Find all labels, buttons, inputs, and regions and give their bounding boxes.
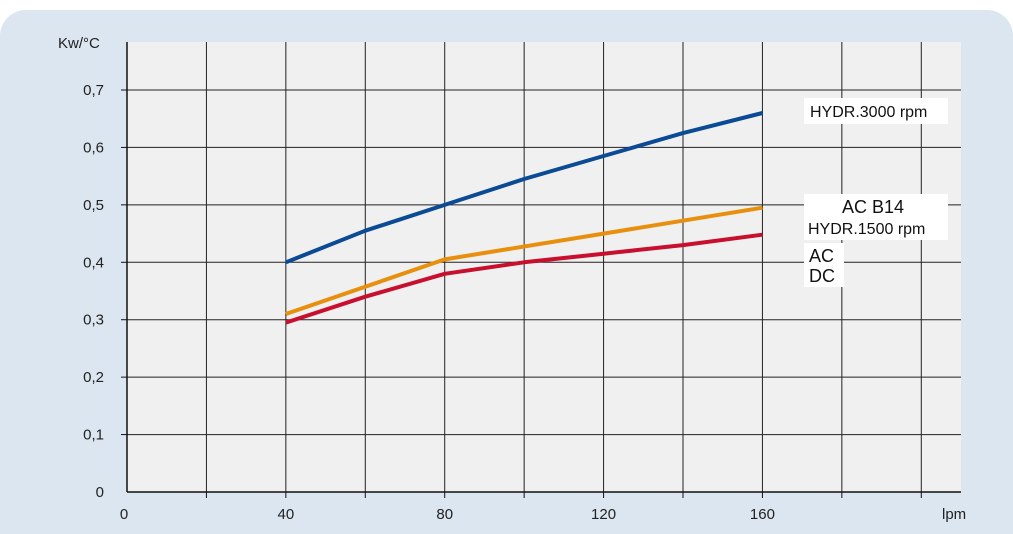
series-line — [285, 205, 763, 316]
x-tick-label: 120 — [591, 506, 616, 523]
x-tick-label: 40 — [278, 506, 295, 523]
series-line — [285, 111, 763, 265]
label-bg — [804, 194, 948, 240]
x-axis-label: lpm — [942, 506, 966, 523]
y-tick-label: 0,3 — [83, 312, 104, 329]
chart-panel: 0 0,1 0,2 0,3 0,4 0,5 0,6 0,7 0 40 80 120 160 HYDR.… — [0, 10, 1013, 534]
y-tick-label: 0,4 — [83, 254, 104, 271]
label-bg — [804, 243, 844, 287]
y-tick-label: 0,6 — [83, 139, 104, 156]
y-tick-label: 0 — [96, 484, 104, 501]
line-chart: 0 0,1 0,2 0,3 0,4 0,5 0,6 0,7 0 40 80 120 160 HYDR.… — [58, 35, 966, 523]
series-group — [285, 111, 763, 325]
y-axis-ticks: 0 0,1 0,2 0,3 0,4 0,5 0,6 0,7 — [83, 82, 104, 501]
series-label: HYDR.1500 rpm — [808, 221, 925, 238]
x-tick-label: 160 — [750, 506, 775, 523]
x-tick-label: 0 — [120, 506, 128, 523]
series-label: AC — [809, 246, 834, 266]
series-line — [285, 232, 763, 325]
y-tick-label: 0,2 — [83, 369, 104, 386]
y-tick-label: 0,1 — [83, 427, 104, 444]
y-axis-label: Kw/°C — [58, 35, 100, 52]
x-axis-ticks: 0 40 80 120 160 — [120, 506, 775, 523]
series-label: HYDR.3000 rpm — [810, 104, 927, 121]
label-bg — [804, 98, 948, 124]
y-tick-label: 0,5 — [83, 197, 104, 214]
series-label: AC B14 — [842, 197, 904, 217]
y-tick-label: 0,7 — [83, 82, 104, 99]
x-tick-label: 80 — [436, 506, 453, 523]
series-label: DC — [809, 266, 835, 286]
